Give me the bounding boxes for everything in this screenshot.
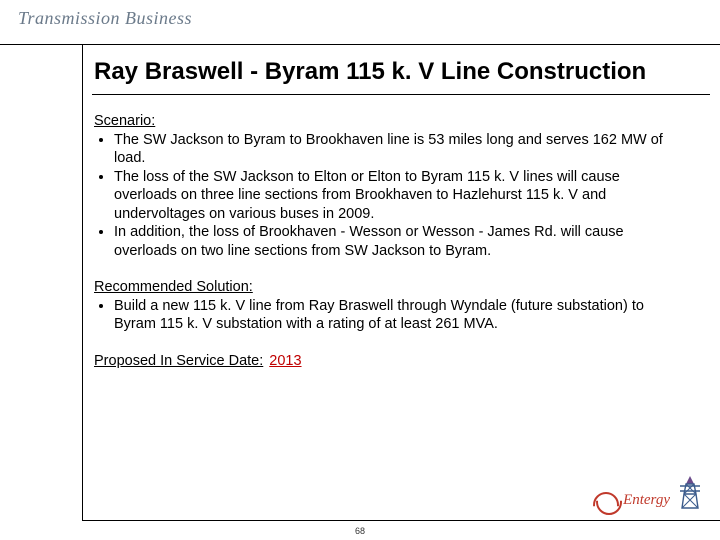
slide: Transmission Business Ray Braswell - Byr… [0, 0, 720, 540]
scenario-heading: Scenario: [94, 112, 684, 131]
header-band: Transmission Business [0, 0, 720, 44]
entergy-logo: Entergy [591, 490, 670, 510]
body-area: Scenario: The SW Jackson to Byram to Bro… [94, 112, 684, 371]
brand-text: Transmission Business [18, 8, 192, 29]
list-item: In addition, the loss of Brookhaven - We… [114, 223, 684, 260]
rule-vertical [82, 44, 83, 520]
logo-area: Entergy [591, 474, 702, 510]
in-service-year: 2013 [269, 353, 301, 369]
in-service-line: Proposed In Service Date: 2013 [94, 352, 684, 371]
solution-heading: Recommended Solution: [94, 278, 684, 297]
entergy-logo-text: Entergy [623, 492, 670, 509]
solution-bullets: Build a new 115 k. V line from Ray Brasw… [114, 297, 684, 334]
list-item: The loss of the SW Jackson to Elton or E… [114, 168, 684, 224]
list-item: The SW Jackson to Byram to Brookhaven li… [114, 131, 684, 168]
in-service-label: Proposed In Service Date: [94, 353, 263, 369]
rule-top [0, 44, 720, 45]
entergy-swoosh-icon [591, 490, 619, 510]
page-number: 68 [0, 526, 720, 536]
list-item: Build a new 115 k. V line from Ray Brasw… [114, 297, 684, 334]
slide-title: Ray Braswell - Byram 115 k. V Line Const… [94, 58, 700, 86]
scenario-bullets: The SW Jackson to Byram to Brookhaven li… [114, 131, 684, 261]
title-underline [92, 94, 710, 95]
rule-bottom [82, 520, 720, 521]
transmission-tower-icon [678, 474, 702, 510]
